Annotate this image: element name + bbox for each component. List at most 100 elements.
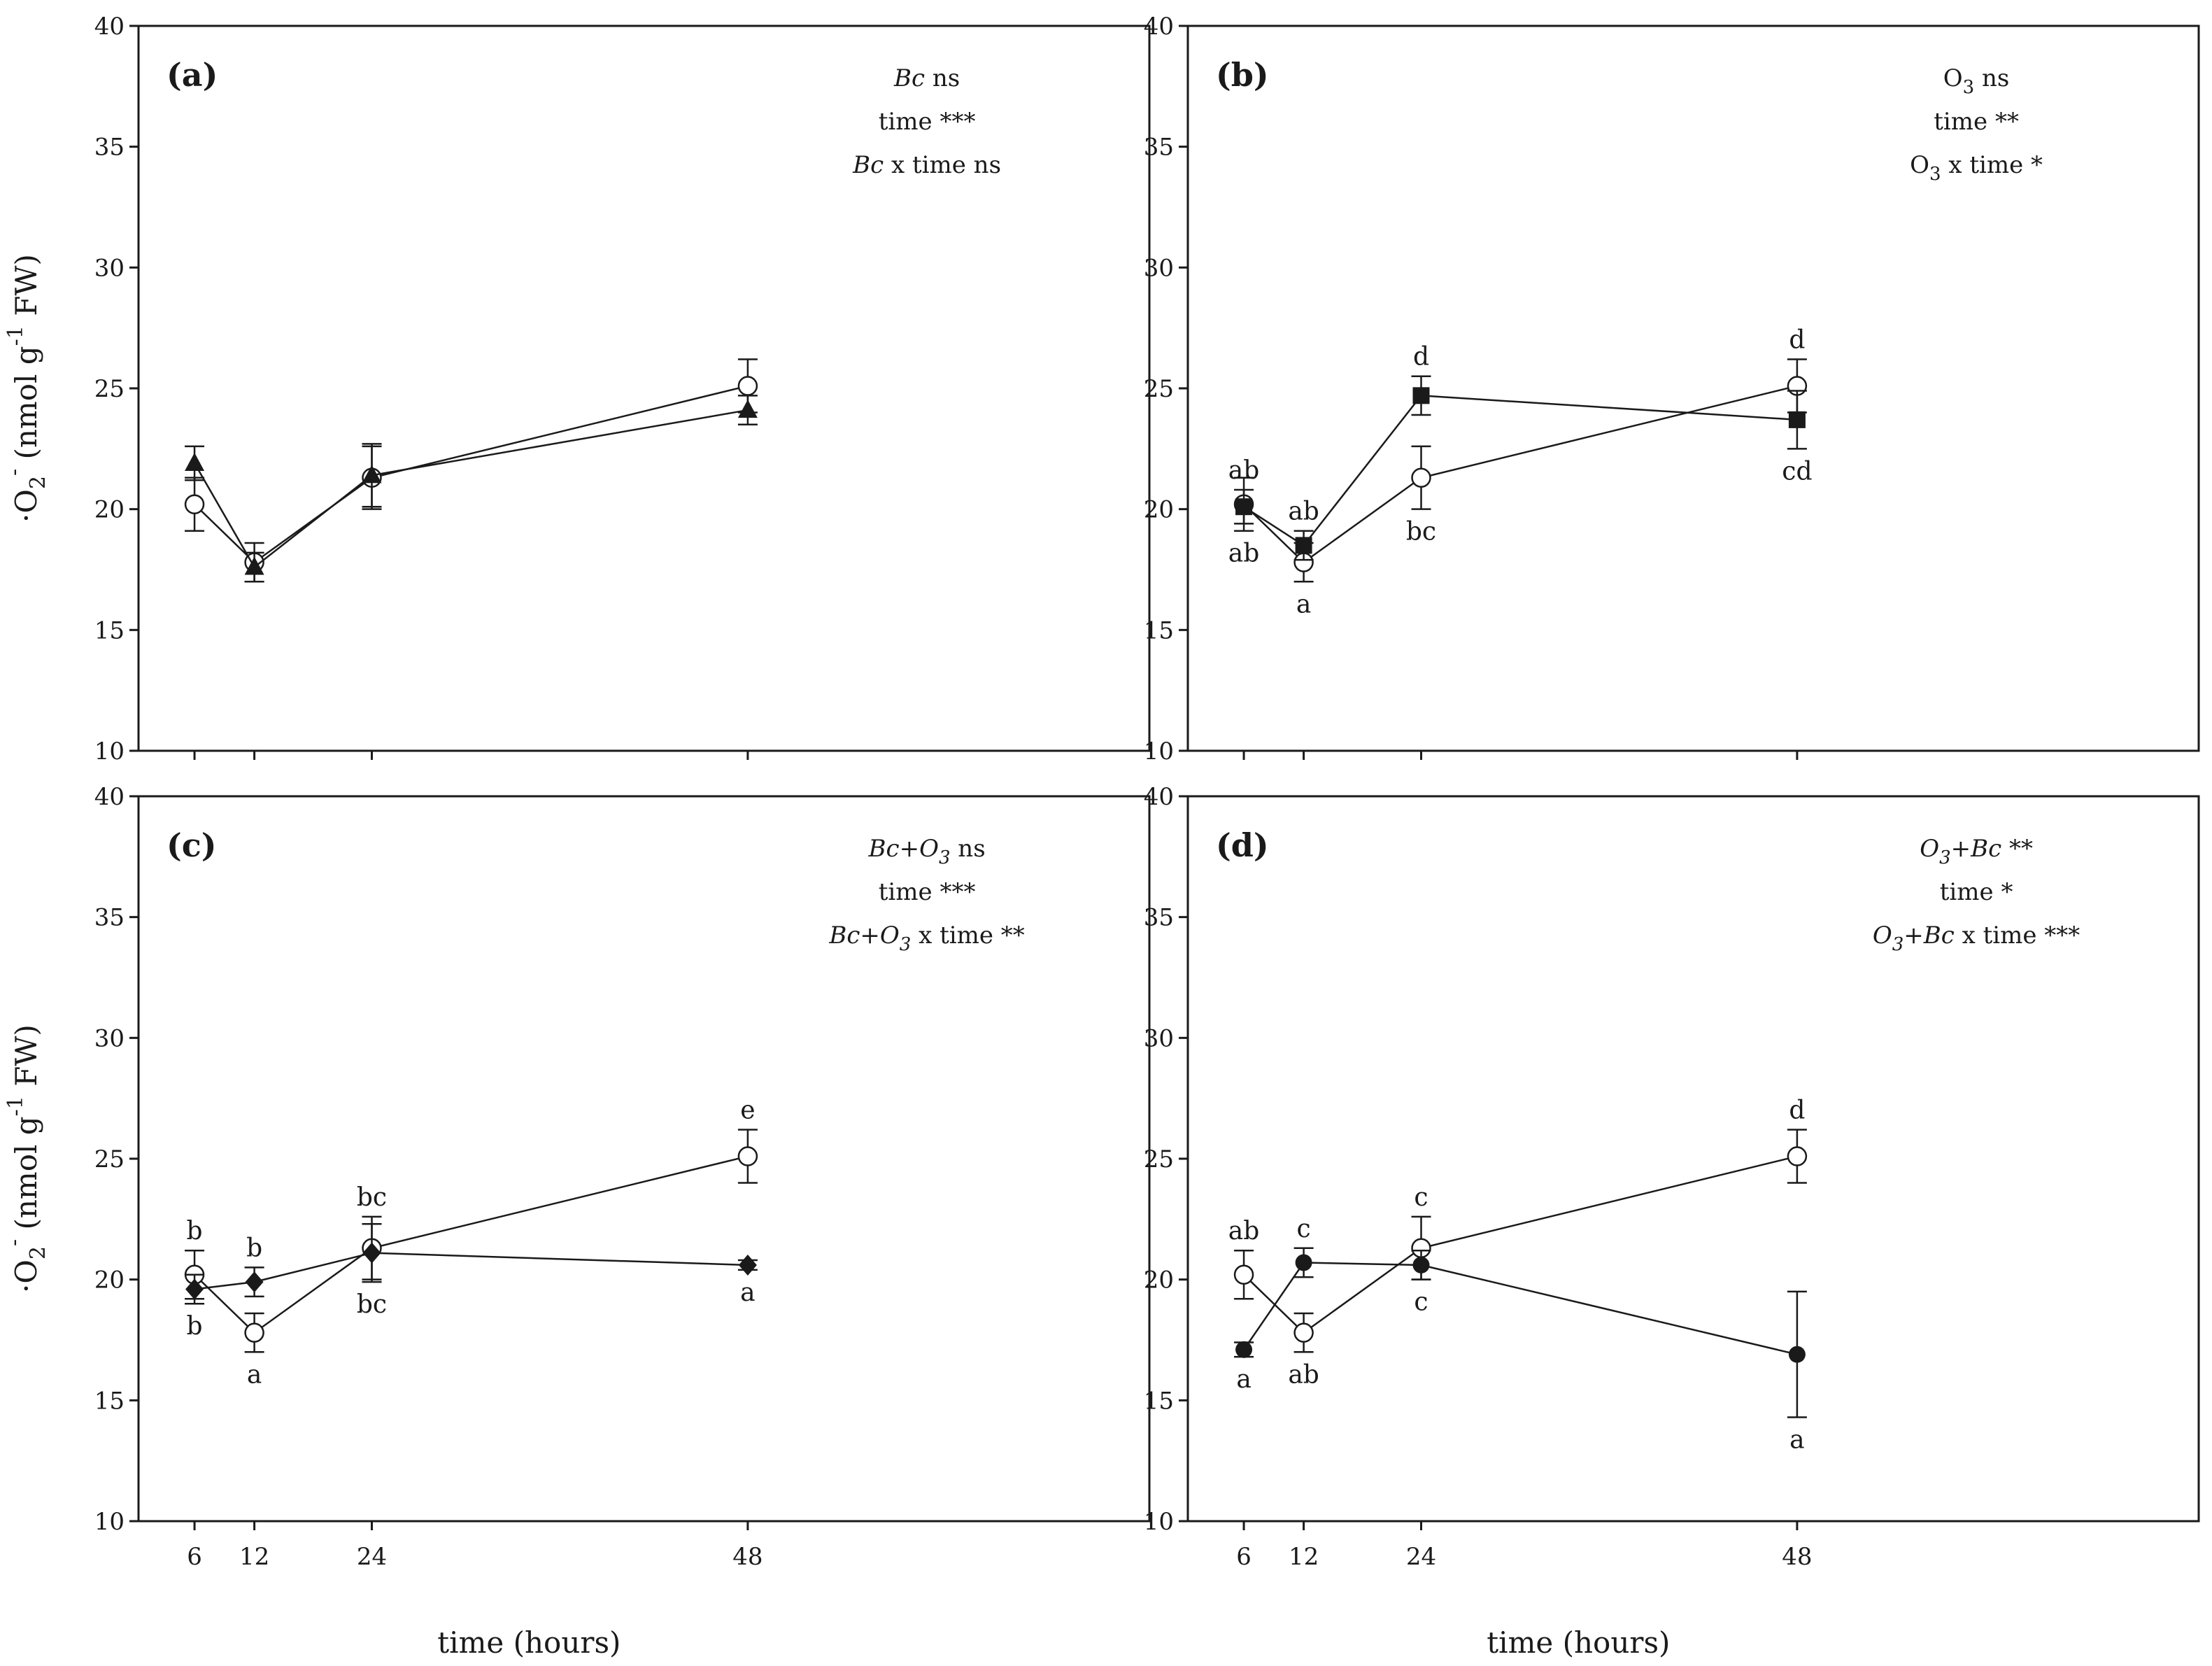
significance-letter: b: [246, 1234, 262, 1262]
stat-line: O3 x time *: [1910, 151, 2043, 185]
marker-filled-circle: [1235, 1341, 1253, 1358]
panel-label: (d): [1216, 826, 1269, 864]
significance-letter: d: [1789, 326, 1805, 355]
stat-line: Bc+O3 ns: [868, 835, 986, 868]
series-o3-bc: a c c a: [1234, 1215, 1807, 1455]
stat-line: Bc ns: [893, 64, 960, 92]
significance-letter: a: [1296, 590, 1311, 619]
y-tick-label: 35: [94, 134, 125, 162]
marker-open-circle: [1787, 1146, 1808, 1166]
marker-diamond: [185, 1278, 204, 1300]
x-axis-label: time (hours): [1487, 1625, 1670, 1660]
y-tick-label: 40: [1144, 13, 1174, 41]
marker-triangle: [244, 556, 264, 575]
y-tick-label: 10: [1144, 1508, 1174, 1536]
stat-part: ns: [1974, 64, 2009, 92]
y-tick-label: 30: [1144, 254, 1174, 282]
stat-part: x time ns: [884, 151, 1001, 179]
series-bc: [185, 395, 758, 583]
stat-part: **: [2001, 835, 2033, 863]
y-axis-label-part: ·O: [9, 1259, 43, 1293]
stat-part: +Bc: [1951, 835, 2002, 863]
stat-line: time **: [1934, 108, 2019, 136]
significance-letter: d: [1413, 343, 1429, 372]
y-tick-label: 30: [94, 1024, 125, 1052]
panel-label: (b): [1216, 56, 1269, 94]
significance-letter: ab: [1288, 497, 1319, 526]
marker-triangle: [737, 400, 758, 418]
significance-letter: a: [1789, 1426, 1804, 1455]
y-tick-label: 15: [1144, 1387, 1174, 1415]
y-axis-label-part: -: [2, 469, 27, 476]
significance-letter: e: [740, 1096, 755, 1125]
x-axis-label: time (hours): [437, 1625, 621, 1660]
y-axis-label-part: -1: [3, 1096, 28, 1116]
panel-a: 10 15 20 25 30 35 40 ·O2- (nmol g-1 FW) (a) Bc ns…: [2, 13, 1151, 765]
significance-letter: c: [1414, 1288, 1428, 1317]
y-axis-label-part: -: [2, 1239, 27, 1246]
significance-letter: d: [1789, 1096, 1805, 1125]
plot-frame: [1186, 24, 2200, 752]
stat-part: 3: [939, 847, 951, 868]
stat-part: 3: [1963, 77, 1975, 98]
significance-letter: ab: [1228, 539, 1260, 568]
plot-frame: [1186, 795, 2200, 1523]
marker-square: [1412, 387, 1430, 404]
series-control: b a bc e: [184, 1096, 758, 1389]
significance-letter: a: [740, 1278, 755, 1307]
significance-letter: a: [1236, 1365, 1251, 1394]
series-line: [194, 385, 749, 564]
stat-line: time ***: [879, 108, 976, 136]
marker-square: [1295, 537, 1312, 554]
marker-diamond: [362, 1242, 381, 1264]
marker-open-circle: [1293, 1322, 1314, 1343]
marker-filled-circle: [1788, 1346, 1806, 1363]
stat-part: 3: [1929, 164, 1941, 185]
marker-square: [1235, 498, 1253, 516]
y-axis-label-part: 2: [26, 476, 50, 489]
x-tick-label: 24: [357, 1543, 387, 1571]
stat-line: time *: [1940, 878, 2013, 906]
stat-part: 3: [1892, 934, 1904, 955]
series-bc-o3: b b bc a: [185, 1222, 758, 1341]
marker-filled-circle: [1412, 1256, 1430, 1273]
stat-line: Bc x time ns: [852, 151, 1001, 179]
significance-letter: bc: [1406, 518, 1436, 546]
stat-line: O3+Bc x time ***: [1873, 922, 2080, 955]
stat-part: time ***: [879, 878, 976, 906]
stat-part: O: [1943, 64, 1963, 92]
y-tick-label: 25: [1144, 1145, 1174, 1173]
y-tick-label: 20: [94, 1266, 125, 1294]
significance-letter: c: [1297, 1215, 1311, 1243]
marker-square: [1788, 411, 1806, 428]
y-axis-label-part: -1: [3, 325, 28, 346]
panel-c: 10 15 20 25 30 35 40 6 12 24 48 time (hours) ·O2- (n…: [2, 783, 1151, 1660]
stat-part: Bc: [852, 151, 884, 179]
significance-letter: ab: [1228, 456, 1260, 485]
series-line: [1243, 1262, 1798, 1355]
y-tick-label: 30: [1144, 1024, 1174, 1052]
marker-open-circle: [737, 1146, 758, 1166]
series-line: [1243, 385, 1798, 564]
y-tick-label: 10: [1144, 737, 1174, 765]
x-tick-label: 24: [1406, 1543, 1436, 1571]
significance-letter: a: [247, 1360, 262, 1389]
plot-frame: [137, 795, 1151, 1523]
significance-letter: bc: [357, 1290, 387, 1319]
stat-part: x time **: [911, 922, 1025, 950]
stat-part: ns: [925, 64, 960, 92]
panel-label: (a): [166, 56, 218, 94]
x-tick-label: 48: [1782, 1543, 1812, 1571]
stat-line: time ***: [879, 878, 976, 906]
y-tick-label: 25: [94, 375, 125, 403]
series-control: ab a bc d: [1228, 326, 1808, 619]
stat-part: Bc+O: [828, 922, 900, 950]
stat-part: O: [1920, 835, 1939, 863]
y-tick-label: 10: [94, 1508, 125, 1536]
series-line: [194, 1155, 749, 1334]
series-line: [1243, 395, 1797, 547]
